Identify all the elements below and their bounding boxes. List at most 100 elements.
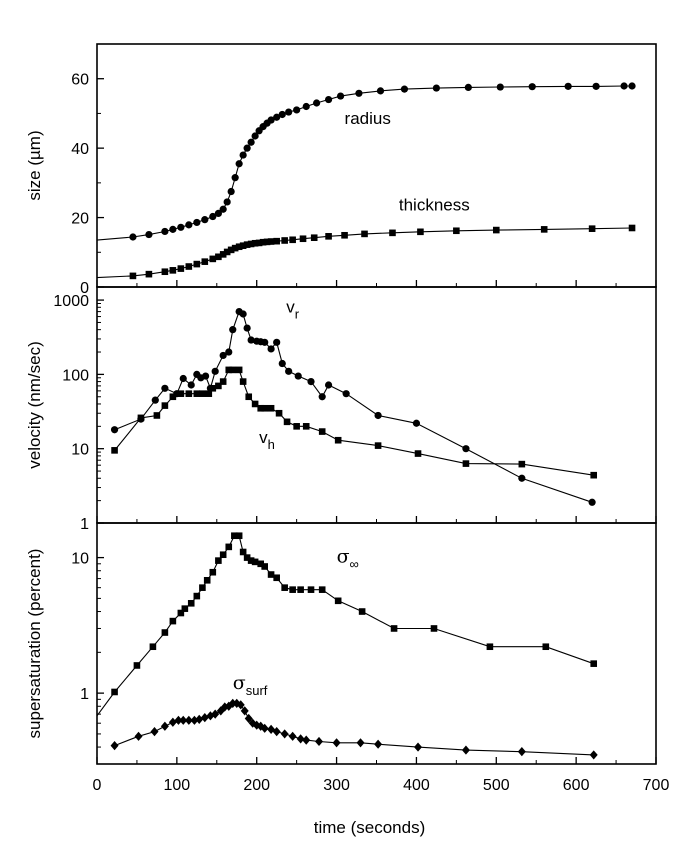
- data-point: [169, 393, 177, 401]
- data-point: [193, 260, 201, 268]
- data-point: [229, 366, 237, 374]
- data-point: [293, 423, 300, 430]
- data-point: [111, 447, 118, 454]
- data-point: [181, 605, 189, 612]
- data-point: [318, 428, 326, 435]
- data-point: [199, 584, 206, 591]
- data-point: [542, 643, 550, 651]
- series-radius: [96, 82, 636, 241]
- data-point: [185, 390, 193, 397]
- data-point: [288, 731, 297, 741]
- data-point: [289, 236, 296, 244]
- data-point: [179, 715, 188, 725]
- data-point: [272, 727, 281, 737]
- data-point: [389, 229, 396, 237]
- data-point: [227, 246, 235, 254]
- data-point: [161, 227, 169, 236]
- y-tick-label: 100: [62, 367, 89, 384]
- data-point: [356, 738, 365, 748]
- data-point: [219, 251, 227, 258]
- data-point: [219, 551, 227, 559]
- panel-frame: [96, 43, 657, 288]
- panel-frame: [96, 522, 657, 765]
- data-point: [179, 374, 187, 383]
- data-point: [239, 151, 247, 159]
- data-point: [278, 359, 286, 368]
- data-point: [160, 721, 169, 731]
- data-point: [149, 643, 157, 651]
- series-sigma_inf: [96, 532, 598, 717]
- data-point: [211, 367, 219, 375]
- data-point: [235, 532, 243, 540]
- data-point: [235, 366, 243, 374]
- data-point: [278, 110, 286, 119]
- data-point: [400, 85, 409, 93]
- y-tick-label: 60: [71, 72, 89, 89]
- data-point: [310, 234, 318, 242]
- data-point: [209, 384, 217, 392]
- data-point: [177, 390, 185, 397]
- x-axis-label: time (seconds): [314, 818, 425, 837]
- data-point: [281, 237, 288, 244]
- data-point: [540, 226, 548, 233]
- data-point: [227, 187, 235, 196]
- data-point: [205, 390, 213, 397]
- data-point: [169, 617, 177, 625]
- data-point: [251, 239, 259, 247]
- series-annotation: thickness: [399, 196, 470, 215]
- data-point: [294, 372, 302, 380]
- data-point: [203, 576, 211, 584]
- data-point: [374, 411, 382, 420]
- data-point: [216, 706, 225, 716]
- data-point: [518, 474, 526, 482]
- data-point: [225, 366, 233, 374]
- data-point: [240, 706, 249, 716]
- data-point: [209, 212, 217, 221]
- data-point: [267, 345, 275, 353]
- data-point: [313, 99, 321, 107]
- data-point: [273, 113, 281, 121]
- data-point: [243, 241, 251, 248]
- data-point: [355, 89, 363, 97]
- data-point: [169, 225, 177, 233]
- data-point: [193, 592, 201, 600]
- data-point: [219, 351, 227, 360]
- data-point: [590, 660, 598, 667]
- data-point: [177, 223, 185, 231]
- data-point: [239, 378, 247, 385]
- x-tick-label: 400: [403, 777, 430, 794]
- x-tick-label: 0: [93, 777, 102, 794]
- data-point: [275, 409, 283, 417]
- data-point: [293, 106, 301, 114]
- data-point: [229, 326, 237, 334]
- data-point: [247, 138, 255, 146]
- series-v_r: [110, 307, 596, 506]
- data-point: [111, 688, 118, 696]
- data-point: [318, 393, 326, 401]
- data-point: [592, 82, 600, 90]
- data-point: [211, 709, 220, 719]
- data-point: [239, 548, 247, 556]
- data-point: [257, 404, 265, 412]
- data-point: [590, 471, 598, 479]
- panel-velocity: 1 10 100 1000 velocity (nm/sec) vr vh: [25, 286, 657, 533]
- data-point: [174, 715, 183, 725]
- data-point: [374, 739, 383, 749]
- y-tick-label: 10: [71, 442, 89, 459]
- data-point: [225, 348, 233, 356]
- data-point: [195, 714, 204, 725]
- data-point: [628, 82, 636, 90]
- data-point: [209, 568, 217, 576]
- panel-frame: [96, 286, 657, 524]
- data-point: [517, 747, 526, 757]
- x-tick-label: 500: [483, 777, 510, 794]
- data-point: [461, 745, 470, 755]
- data-point: [247, 240, 255, 248]
- data-point: [129, 272, 137, 280]
- data-point: [318, 586, 326, 593]
- data-point: [263, 238, 271, 246]
- data-point: [215, 382, 222, 390]
- data-point: [414, 742, 423, 752]
- data-point: [243, 554, 251, 561]
- data-point: [247, 336, 255, 344]
